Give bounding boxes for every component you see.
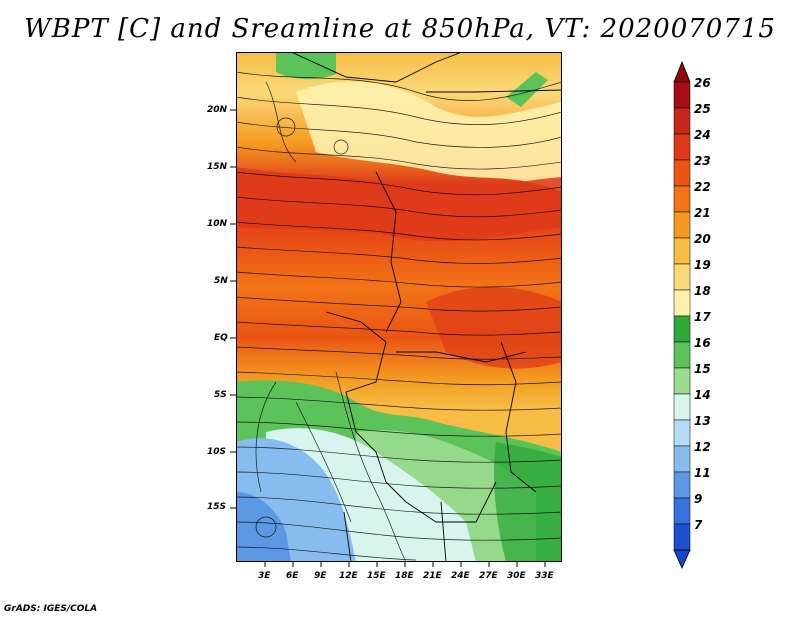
- colorbar-segment: [673, 185, 691, 213]
- east-hot-patch: [426, 287, 562, 369]
- southwest-deep-blue-zone: [236, 492, 291, 562]
- lon-label-3e: 3E: [258, 571, 271, 581]
- lon-label-27e: 27E: [479, 571, 498, 581]
- colorbar-segment: [673, 419, 691, 447]
- colorbar-bottom-arrow: [673, 549, 691, 569]
- colorbar-top-arrow: [673, 60, 691, 83]
- lon-label-18e: 18E: [395, 571, 414, 581]
- colorbar-label: 20: [694, 232, 711, 246]
- colorbar-label: 23: [694, 154, 711, 168]
- colorbar-segment: [673, 445, 691, 473]
- lat-label-15n: 15N: [207, 162, 228, 172]
- colorbar-label: 18: [694, 284, 711, 298]
- colorbar-segment: [673, 289, 691, 317]
- lat-label-eq: EQ: [214, 333, 228, 343]
- colorbar-label: 16: [694, 336, 711, 350]
- colorbar-label: 25: [694, 102, 711, 116]
- lat-label-20n: 20N: [207, 105, 228, 115]
- colorbar-label: 24: [694, 128, 711, 142]
- lon-label-9e: 9E: [314, 571, 327, 581]
- colorbar-segment: [673, 159, 691, 187]
- north-green-patch: [276, 52, 336, 80]
- lat-ticks: [230, 109, 236, 509]
- lon-label-24e: 24E: [451, 571, 470, 581]
- colorbar-label: 12: [694, 440, 711, 454]
- chart-title: WBPT [C] and Sreamline at 850hPa, VT: 20…: [24, 14, 776, 44]
- colorbar-segment: [673, 211, 691, 239]
- colorbar-segment: [673, 367, 691, 395]
- northeast-green-patch: [506, 72, 548, 107]
- colorbar-label: 19: [694, 258, 711, 272]
- colorbar-label: 17: [694, 310, 711, 324]
- colorbar-segment: [673, 393, 691, 421]
- colorbar-segment: [673, 107, 691, 135]
- lon-label-6e: 6E: [286, 571, 299, 581]
- colorbar-label: 15: [694, 362, 711, 376]
- colorbar-label: 13: [694, 414, 711, 428]
- colorbar-label: 26: [694, 76, 711, 90]
- map-panel: [236, 52, 562, 562]
- lat-label-10n: 10N: [207, 219, 228, 229]
- north-mild-zone: [296, 81, 562, 192]
- map-border: [236, 52, 562, 562]
- colorbar-label: 9: [694, 492, 703, 506]
- colorbar-label: 22: [694, 180, 711, 194]
- country-borders: [290, 52, 562, 562]
- lon-label-30e: 30E: [507, 571, 526, 581]
- southeast-green-zone: [494, 442, 562, 562]
- colorbar-segment: [673, 81, 691, 109]
- hot-band: [236, 167, 562, 242]
- colorbar-segment: [673, 133, 691, 161]
- colorbar-segment: [673, 471, 691, 499]
- colorbar-segment: [673, 341, 691, 369]
- colorbar-segment: [673, 497, 691, 525]
- lat-label-10s: 10S: [207, 447, 227, 457]
- colorbar-segment: [673, 237, 691, 265]
- colorbar-label: 21: [694, 206, 711, 220]
- colorbar-label: 14: [694, 388, 711, 402]
- colorbar-label: 7: [694, 518, 703, 532]
- lon-label-12e: 12E: [339, 571, 358, 581]
- lon-ticks: [264, 561, 546, 567]
- lon-label-15e: 15E: [367, 571, 386, 581]
- lat-label-5s: 5S: [214, 390, 227, 400]
- colorbar-segment: [673, 523, 691, 551]
- colorbar-label: 11: [694, 466, 711, 480]
- lat-label-15s: 15S: [207, 502, 227, 512]
- footer-credit: GrADS: IGES/COLA: [4, 604, 98, 614]
- colorbar-segment: [673, 315, 691, 343]
- streamlines: [236, 71, 562, 562]
- lat-label-5n: 5N: [214, 276, 228, 286]
- lon-label-33e: 33E: [535, 571, 554, 581]
- lon-label-21e: 21E: [423, 571, 442, 581]
- colorbar: [673, 60, 691, 569]
- colorbar-segment: [673, 263, 691, 291]
